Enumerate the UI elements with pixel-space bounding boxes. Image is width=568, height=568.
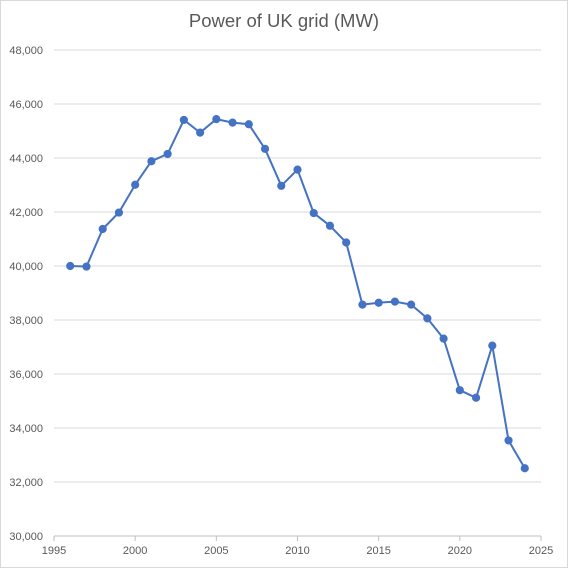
data-point: [244, 120, 253, 129]
data-point: [228, 118, 237, 127]
data-point: [179, 115, 188, 125]
y-tick-label: 34,000: [9, 423, 43, 435]
data-point: [260, 144, 270, 153]
y-tick-label: 46,000: [9, 99, 43, 111]
data-point: [131, 180, 140, 189]
data-point: [488, 341, 497, 350]
chart-title: Power of UK grid (MW): [188, 10, 380, 31]
data-point: [504, 436, 513, 445]
data-point: [293, 165, 302, 174]
x-axis: [53, 535, 542, 541]
data-point: [358, 300, 367, 309]
y-tick-label: 36,000: [9, 369, 43, 381]
x-axis-tick-labels: 1995 2000 2005 2010 2015 2020 2025: [42, 545, 553, 557]
x-tick-label: 2015: [366, 545, 390, 557]
x-tick-label: 2005: [204, 545, 228, 557]
data-point: [147, 157, 156, 166]
data-point: [471, 393, 481, 402]
data-point: [455, 386, 464, 395]
data-point: [407, 300, 416, 309]
data-point: [66, 261, 75, 271]
data-point: [520, 464, 529, 473]
y-tick-label: 30,000: [9, 531, 43, 543]
data-point: [390, 297, 399, 306]
x-tick-label: 2020: [448, 545, 472, 557]
data-point: [114, 208, 124, 217]
x-tick-label: 1995: [42, 545, 66, 557]
data-point: [439, 334, 448, 343]
y-axis-tick-labels: 30,000 32,000 34,000 36,000 38,000 40,000 42,0…: [9, 45, 43, 543]
y-tick-label: 40,000: [9, 261, 43, 273]
y-tick-label: 38,000: [9, 315, 43, 327]
data-point: [163, 149, 172, 159]
gridlines: [54, 49, 541, 537]
data-point: [98, 224, 107, 234]
y-tick-label: 42,000: [9, 207, 43, 219]
y-tick-label: 48,000: [9, 45, 43, 57]
x-tick-label: 2010: [285, 545, 309, 557]
y-tick-label: 44,000: [9, 153, 43, 165]
data-point: [277, 181, 286, 190]
x-tick-label: 2000: [123, 545, 147, 557]
data-point: [196, 128, 205, 137]
data-point: [309, 208, 318, 218]
data-point: [82, 262, 91, 271]
series-power: [66, 115, 529, 473]
x-tick-label: 2025: [529, 545, 553, 557]
data-point: [342, 238, 351, 247]
data-point: [374, 298, 383, 307]
data-point: [423, 314, 432, 323]
data-point: [325, 221, 335, 230]
data-point: [212, 115, 221, 124]
y-tick-label: 32,000: [9, 477, 43, 489]
